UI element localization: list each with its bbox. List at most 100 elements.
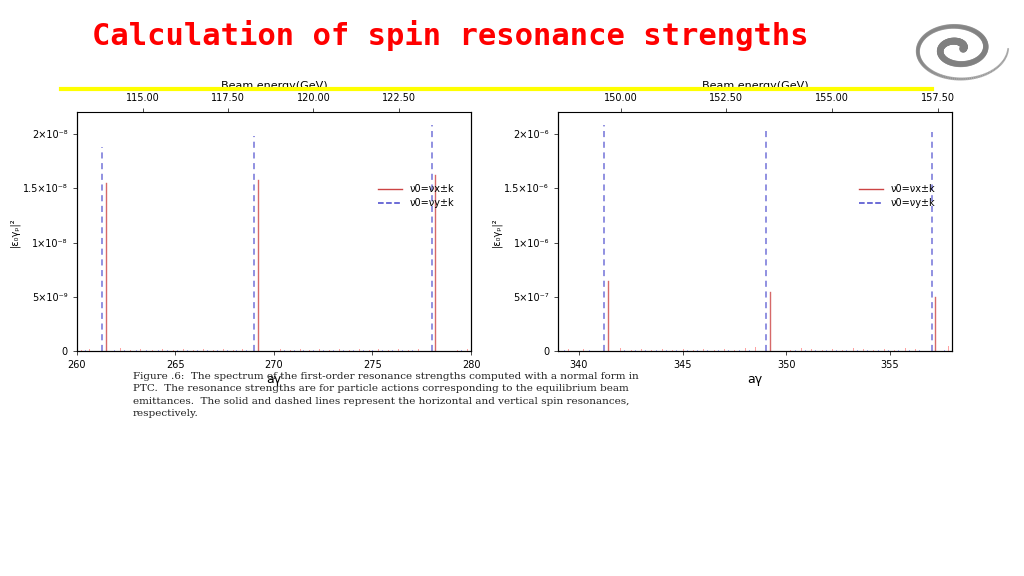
- Point: [946, 74, 963, 84]
- Point: [968, 56, 984, 65]
- Point: [935, 40, 951, 50]
- Point: [939, 38, 955, 47]
- Point: [977, 47, 993, 56]
- Point: [934, 52, 950, 61]
- Point: [914, 59, 931, 69]
- Point: [933, 51, 949, 60]
- Point: [932, 49, 948, 58]
- Point: [936, 54, 952, 63]
- Point: [977, 37, 993, 46]
- Point: [962, 24, 978, 33]
- Point: [942, 74, 958, 83]
- Point: [998, 50, 1015, 59]
- Point: [967, 26, 983, 36]
- Point: [955, 43, 972, 52]
- Point: [941, 37, 957, 47]
- Point: [955, 44, 972, 53]
- Point: [952, 38, 969, 47]
- Point: [975, 50, 991, 59]
- Point: [935, 41, 951, 50]
- Point: [974, 33, 990, 42]
- Point: [910, 50, 927, 59]
- Point: [942, 37, 958, 46]
- Y-axis label: |ε₀γₚ|²: |ε₀γₚ|²: [492, 217, 502, 247]
- Point: [984, 66, 1000, 75]
- Point: [941, 37, 957, 46]
- Point: [976, 36, 992, 45]
- Point: [956, 59, 973, 69]
- Point: [953, 74, 970, 84]
- Point: [950, 74, 967, 84]
- Point: [918, 31, 934, 40]
- Point: [923, 28, 939, 37]
- Point: [954, 40, 971, 49]
- Point: [975, 33, 991, 43]
- Point: [955, 41, 972, 50]
- Point: [925, 67, 941, 77]
- Point: [952, 38, 969, 47]
- Point: [959, 24, 976, 33]
- Point: [910, 53, 927, 62]
- Point: [955, 43, 972, 52]
- Point: [955, 40, 972, 50]
- Point: [944, 74, 961, 83]
- Point: [974, 32, 990, 41]
- Point: [971, 54, 987, 63]
- Point: [954, 39, 971, 48]
- Point: [954, 39, 971, 48]
- Point: [947, 22, 964, 31]
- Point: [911, 54, 928, 63]
- Point: [955, 40, 972, 50]
- Point: [916, 32, 933, 41]
- Point: [939, 37, 955, 47]
- Point: [978, 44, 994, 53]
- Point: [934, 42, 950, 51]
- Point: [909, 47, 926, 56]
- Point: [950, 59, 967, 69]
- Point: [948, 74, 965, 84]
- Point: [954, 59, 971, 69]
- Point: [977, 45, 993, 54]
- Point: [981, 68, 997, 77]
- Point: [952, 22, 969, 31]
- Point: [976, 35, 992, 44]
- Point: [932, 46, 948, 55]
- Point: [953, 22, 970, 32]
- Point: [932, 71, 948, 80]
- Point: [926, 26, 942, 35]
- Point: [950, 37, 967, 46]
- Point: [933, 44, 949, 53]
- Point: [977, 37, 993, 47]
- Point: [962, 74, 978, 83]
- Point: [924, 67, 940, 76]
- Point: [972, 53, 988, 62]
- Text: Calculation of spin resonance strengths: Calculation of spin resonance strengths: [92, 20, 809, 51]
- Point: [932, 47, 948, 56]
- Point: [976, 48, 992, 57]
- Point: [948, 59, 965, 69]
- Point: [944, 58, 961, 67]
- Point: [977, 39, 993, 48]
- Point: [955, 41, 972, 51]
- Point: [934, 41, 950, 51]
- Point: [934, 42, 950, 51]
- Point: [945, 36, 962, 46]
- Point: [973, 31, 989, 40]
- Point: [955, 43, 972, 52]
- Point: [967, 73, 983, 82]
- Point: [970, 29, 986, 38]
- Point: [999, 48, 1016, 58]
- Point: [978, 41, 994, 51]
- Point: [934, 71, 950, 81]
- Point: [913, 58, 930, 67]
- Point: [983, 67, 999, 77]
- Point: [947, 36, 964, 46]
- Point: [971, 72, 987, 81]
- Point: [996, 55, 1013, 65]
- Point: [976, 70, 992, 79]
- Point: [958, 59, 975, 68]
- Point: [972, 31, 988, 40]
- Point: [911, 55, 928, 65]
- Point: [995, 56, 1012, 66]
- Point: [911, 40, 928, 49]
